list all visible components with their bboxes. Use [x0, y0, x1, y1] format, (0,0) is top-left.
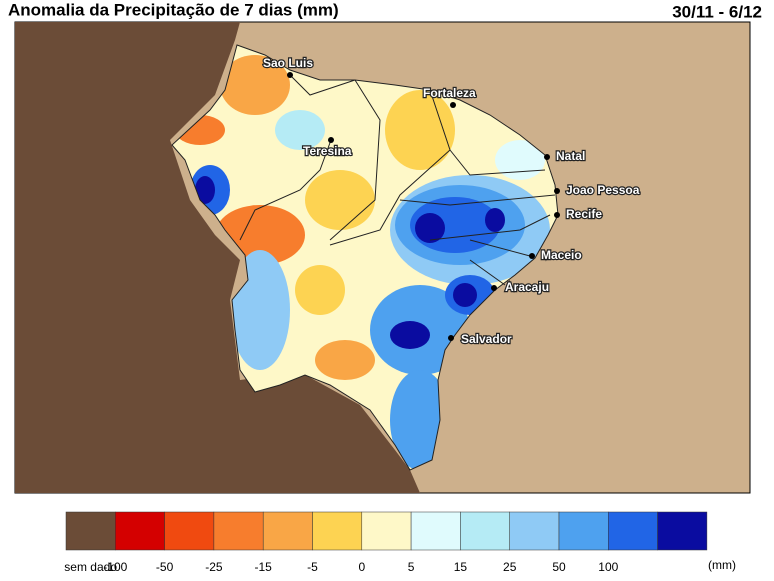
legend-swatch — [164, 511, 215, 551]
city-label: Aracaju — [505, 280, 549, 294]
legend-label: 15 — [454, 560, 468, 574]
legend-label: -15 — [255, 560, 273, 574]
title: Anomalia da Precipitação de 7 dias (mm) — [8, 0, 339, 19]
city-dot — [287, 72, 293, 78]
city-label: Fortaleza — [423, 86, 476, 100]
legend-swatch — [213, 511, 264, 551]
city-dot — [544, 154, 550, 160]
period: 30/11 - 6/12 — [672, 2, 762, 21]
legend-swatch — [657, 511, 708, 551]
legend-label: -5 — [307, 560, 318, 574]
legend-swatch — [115, 511, 165, 551]
city-dot — [328, 137, 334, 143]
legend-swatch — [558, 511, 609, 551]
legend-label: 0 — [358, 560, 365, 574]
legend-swatch — [460, 511, 510, 551]
legend-unit: (mm) — [708, 558, 736, 572]
map — [14, 21, 751, 494]
legend-swatch — [361, 511, 412, 551]
city-dot — [529, 253, 535, 259]
legend-swatch — [410, 511, 461, 551]
city-label: Salvador — [461, 332, 512, 346]
legend-label: -50 — [156, 560, 174, 574]
cities: Sao Luis Fortaleza Teresina Natal Joao Pesso… — [262, 55, 641, 347]
legend-label: 100 — [598, 560, 618, 574]
legend-swatch — [312, 511, 363, 551]
legend-label: 25 — [503, 560, 517, 574]
city-label: Recife — [566, 207, 602, 221]
legend-label: sem dado — [64, 560, 117, 574]
legend-label: 50 — [552, 560, 566, 574]
city-label: Teresina — [303, 144, 352, 158]
city-dot — [448, 335, 454, 341]
legend-swatch — [608, 511, 658, 551]
legend-swatch — [262, 511, 313, 551]
city-dot — [450, 102, 456, 108]
city-label: Maceio — [541, 248, 582, 262]
city-label: Natal — [556, 149, 585, 163]
legend-label: 5 — [408, 560, 415, 574]
legend-swatch — [65, 511, 116, 551]
city-label: Sao Luis — [263, 56, 313, 70]
legend-swatch — [509, 511, 560, 551]
city-label: Joao Pessoa — [566, 183, 640, 197]
city-dot — [554, 212, 560, 218]
city-dot — [554, 188, 560, 194]
legend: sem dado-100 -50 -25 -15 -5 0 5 15 25 50 100 (mm) — [64, 511, 736, 574]
legend-label: -25 — [205, 560, 223, 574]
city-dot — [491, 285, 497, 291]
legend-label: -100 — [103, 560, 127, 574]
